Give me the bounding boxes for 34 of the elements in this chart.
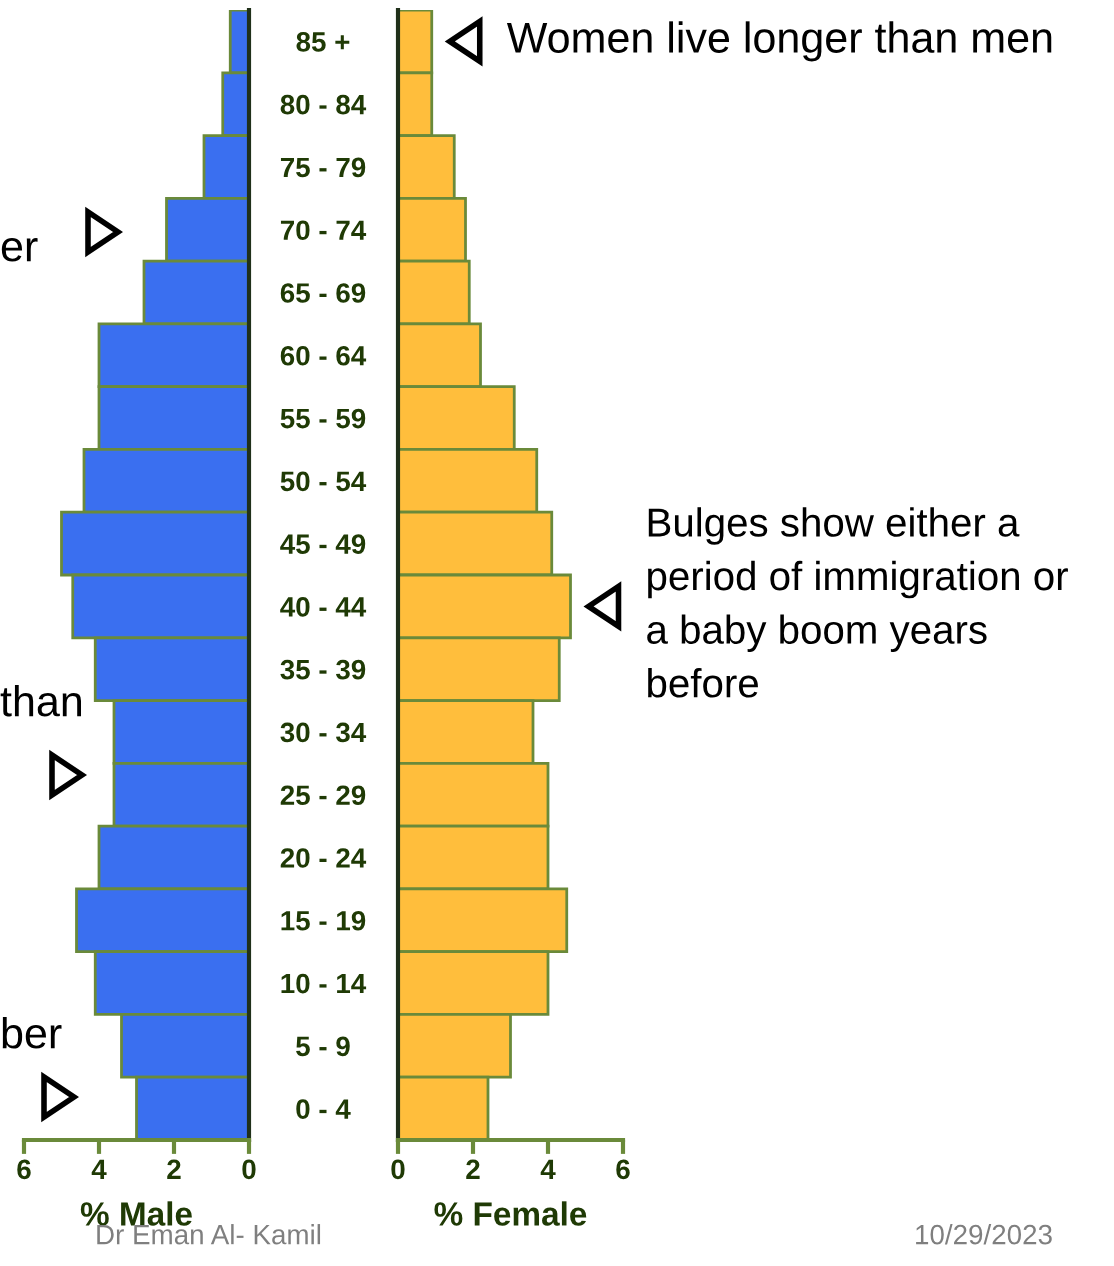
x-tick-label: 2 — [167, 1159, 181, 1179]
y-tick-label: 60 - 64 — [280, 345, 367, 366]
text: 10/29/2023 — [916, 1224, 1052, 1245]
y-tick-label: 65 - 69 — [280, 283, 366, 303]
y-tick-label: 45 - 49 — [280, 534, 366, 554]
y-tick-label: 85 + — [296, 32, 350, 52]
y-tick-label: 50 - 54 — [280, 471, 367, 492]
y-tick-label: 40 - 44 — [280, 597, 367, 617]
y-tick-label: 80 - 84 — [280, 94, 367, 115]
y-tick-label: 0 - 4 — [296, 1099, 351, 1119]
y-tick-label: 15 - 19 — [281, 910, 366, 931]
x-tick-label: 0 — [242, 1159, 256, 1180]
x-tick-label: 0 — [391, 1159, 405, 1180]
x-tick-label: 4 — [91, 1159, 107, 1179]
x-tick-label: 6 — [616, 1159, 630, 1180]
x-tick-label: 4 — [540, 1159, 556, 1179]
annotation: Women live longer than men — [506, 21, 1052, 62]
x-axis-title: % Male — [80, 1201, 192, 1226]
annotation: than — [0, 684, 81, 717]
x-axis-title: % Female — [434, 1201, 587, 1226]
y-tick-label: 30 - 34 — [280, 722, 367, 743]
y-tick-label: 70 - 74 — [280, 220, 367, 241]
y-tick-label: 75 - 79 — [280, 157, 366, 178]
annotation: er — [1, 237, 38, 262]
y-tick-label: 10 - 14 — [281, 973, 367, 994]
y-tick-label: 35 - 39 — [280, 659, 366, 680]
annotation: ber — [2, 1016, 62, 1049]
y-tick-label: 5 - 9 — [296, 1036, 350, 1057]
x-tick-label: 2 — [466, 1159, 480, 1179]
x-tick-label: 6 — [17, 1159, 31, 1180]
y-tick-label: 20 - 24 — [280, 848, 367, 868]
y-tick-label: 25 - 29 — [280, 785, 366, 806]
y-tick-label: 55 - 59 — [280, 408, 366, 429]
annotation: Bulges show either a period of immigration or a baby boom years before — [647, 507, 1068, 698]
